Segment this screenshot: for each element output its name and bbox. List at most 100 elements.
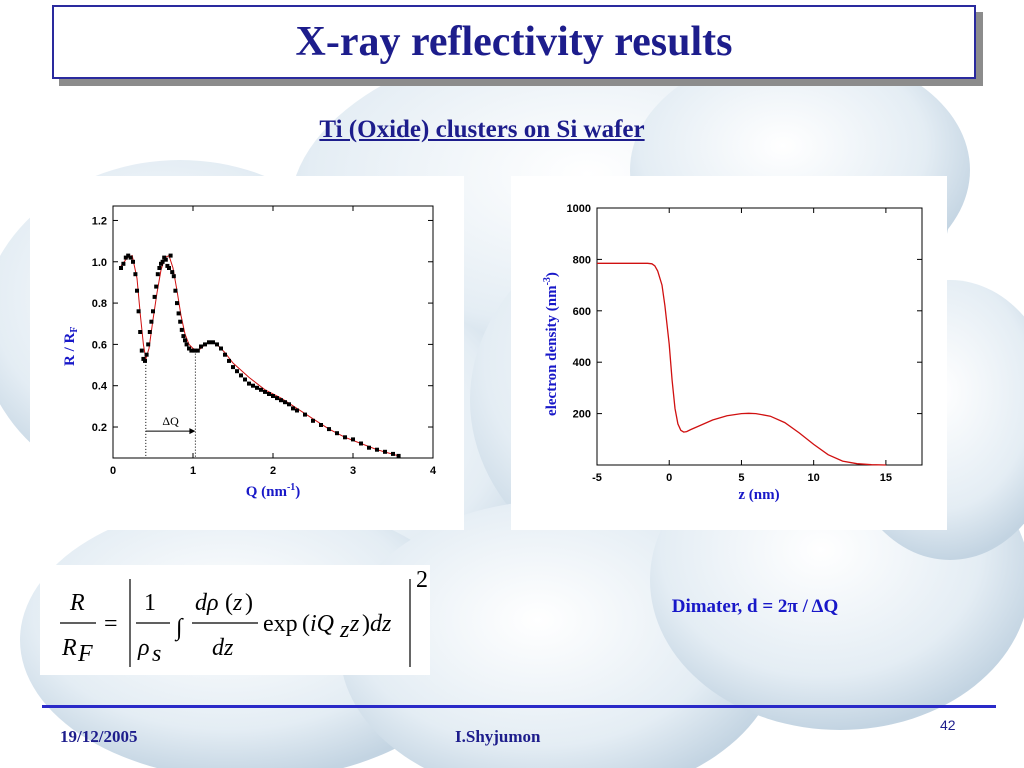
footer-author: I.Shyjumon xyxy=(455,727,541,746)
data-point xyxy=(168,253,173,258)
chart2-ylabel: electron density (nm-3) xyxy=(542,272,560,416)
data-point xyxy=(239,373,243,378)
chart1-xlabel-close: ) xyxy=(295,484,300,500)
data-point xyxy=(151,309,155,314)
svg-text:∫: ∫ xyxy=(174,615,184,642)
slide-subtitle: Ti (Oxide) clusters on Si wafer xyxy=(0,116,1024,144)
data-point xyxy=(136,309,141,314)
data-point xyxy=(215,342,219,347)
data-point xyxy=(343,435,347,440)
y-tick-label: 1.0 xyxy=(92,257,107,269)
chart1-ylabel: R / RF xyxy=(62,327,80,366)
x-tick-label: -5 xyxy=(592,472,602,484)
x-tick-label: 0 xyxy=(110,465,116,477)
data-point xyxy=(243,377,247,382)
subtitle-text: Ti (Oxide) clusters on Si wafer xyxy=(319,116,645,143)
svg-text:R: R xyxy=(69,590,85,616)
data-point xyxy=(176,311,181,316)
data-point xyxy=(167,266,171,270)
data-point xyxy=(162,255,167,260)
data-point xyxy=(279,398,283,403)
delta-q-label: ΔQ xyxy=(162,414,179,428)
x-tick-label: 10 xyxy=(808,472,820,484)
svg-text:F: F xyxy=(77,641,93,667)
data-point xyxy=(165,263,170,268)
reflectivity-chart: 0 1 2 3 4 0.2 0.4 0.6 0.8 1.0 1.2 ΔQ R / RF Q (nm-… xyxy=(62,205,437,500)
svg-text:iQ: iQ xyxy=(310,611,334,637)
x-tick-label: 2 xyxy=(270,465,276,477)
data-point xyxy=(391,451,395,456)
data-point xyxy=(157,266,162,270)
data-point xyxy=(335,431,339,436)
svg-text:1: 1 xyxy=(144,590,156,616)
data-point xyxy=(179,327,184,332)
data-point xyxy=(170,270,175,275)
data-point xyxy=(149,319,154,324)
chart1-xlabel-main: Q (nm xyxy=(246,484,288,500)
data-point xyxy=(128,255,133,260)
svg-text:dz: dz xyxy=(212,635,234,661)
data-point xyxy=(235,369,239,374)
x-tick-label: 4 xyxy=(430,465,437,477)
slide-title-box: X-ray reflectivity results xyxy=(52,5,976,79)
svg-text:2: 2 xyxy=(416,567,428,593)
svg-text:): ) xyxy=(362,611,370,637)
data-point xyxy=(275,396,279,401)
data-point xyxy=(178,319,183,324)
data-point xyxy=(138,330,143,334)
data-point xyxy=(171,274,176,279)
data-point xyxy=(181,334,186,339)
x-tick-label: 1 xyxy=(190,465,196,477)
data-point xyxy=(251,383,255,388)
svg-text:): ) xyxy=(245,590,253,616)
chart2-ylabel-close: ) xyxy=(544,272,560,277)
data-point xyxy=(383,449,387,454)
data-point xyxy=(359,441,363,446)
data-point xyxy=(255,385,259,390)
data-point xyxy=(163,257,168,262)
chart1-plot-frame xyxy=(112,205,434,459)
data-point xyxy=(295,408,299,413)
delta-q-arrowhead xyxy=(189,428,196,435)
chart1-xlabel-sup: -1 xyxy=(287,482,295,493)
data-point xyxy=(207,340,211,345)
svg-text:(: ( xyxy=(225,590,233,616)
slide-title: X-ray reflectivity results xyxy=(295,19,733,65)
data-point xyxy=(219,346,223,351)
data-point xyxy=(154,284,159,289)
data-point xyxy=(189,348,194,353)
slide-number: 42 xyxy=(940,717,956,733)
data-point xyxy=(143,358,147,363)
data-point xyxy=(195,348,200,353)
data-point xyxy=(396,453,401,458)
svg-text:s: s xyxy=(152,641,161,667)
x-tick-label: 15 xyxy=(880,472,892,484)
data-point xyxy=(173,288,178,293)
data-point xyxy=(263,389,267,394)
x-tick-label: 5 xyxy=(738,472,744,484)
y-tick-label: 0.8 xyxy=(92,298,107,310)
data-point xyxy=(247,381,251,386)
data-point xyxy=(121,261,126,266)
data-point xyxy=(267,392,271,396)
data-point xyxy=(147,330,152,334)
svg-text:z: z xyxy=(232,590,243,616)
data-point xyxy=(146,342,151,347)
electron-density-chart-panel: -5 0 5 10 15 200 400 600 800 1000 electron densit… xyxy=(511,176,947,530)
data-point xyxy=(319,423,323,427)
x-tick-label: 3 xyxy=(350,465,356,477)
data-point xyxy=(175,301,179,306)
data-point xyxy=(271,394,275,398)
data-point xyxy=(139,348,144,353)
density-profile-line xyxy=(597,262,886,466)
data-point xyxy=(283,400,287,405)
y-tick-label: 1.2 xyxy=(92,215,107,227)
data-point xyxy=(287,402,291,407)
data-point xyxy=(135,288,139,293)
electron-density-chart: -5 0 5 10 15 200 400 600 800 1000 electron densit… xyxy=(542,203,923,503)
data-point xyxy=(123,255,128,260)
y-tick-label: 0.2 xyxy=(92,422,107,434)
chart2-xlabel: z (nm) xyxy=(738,487,779,503)
data-point xyxy=(327,427,331,432)
